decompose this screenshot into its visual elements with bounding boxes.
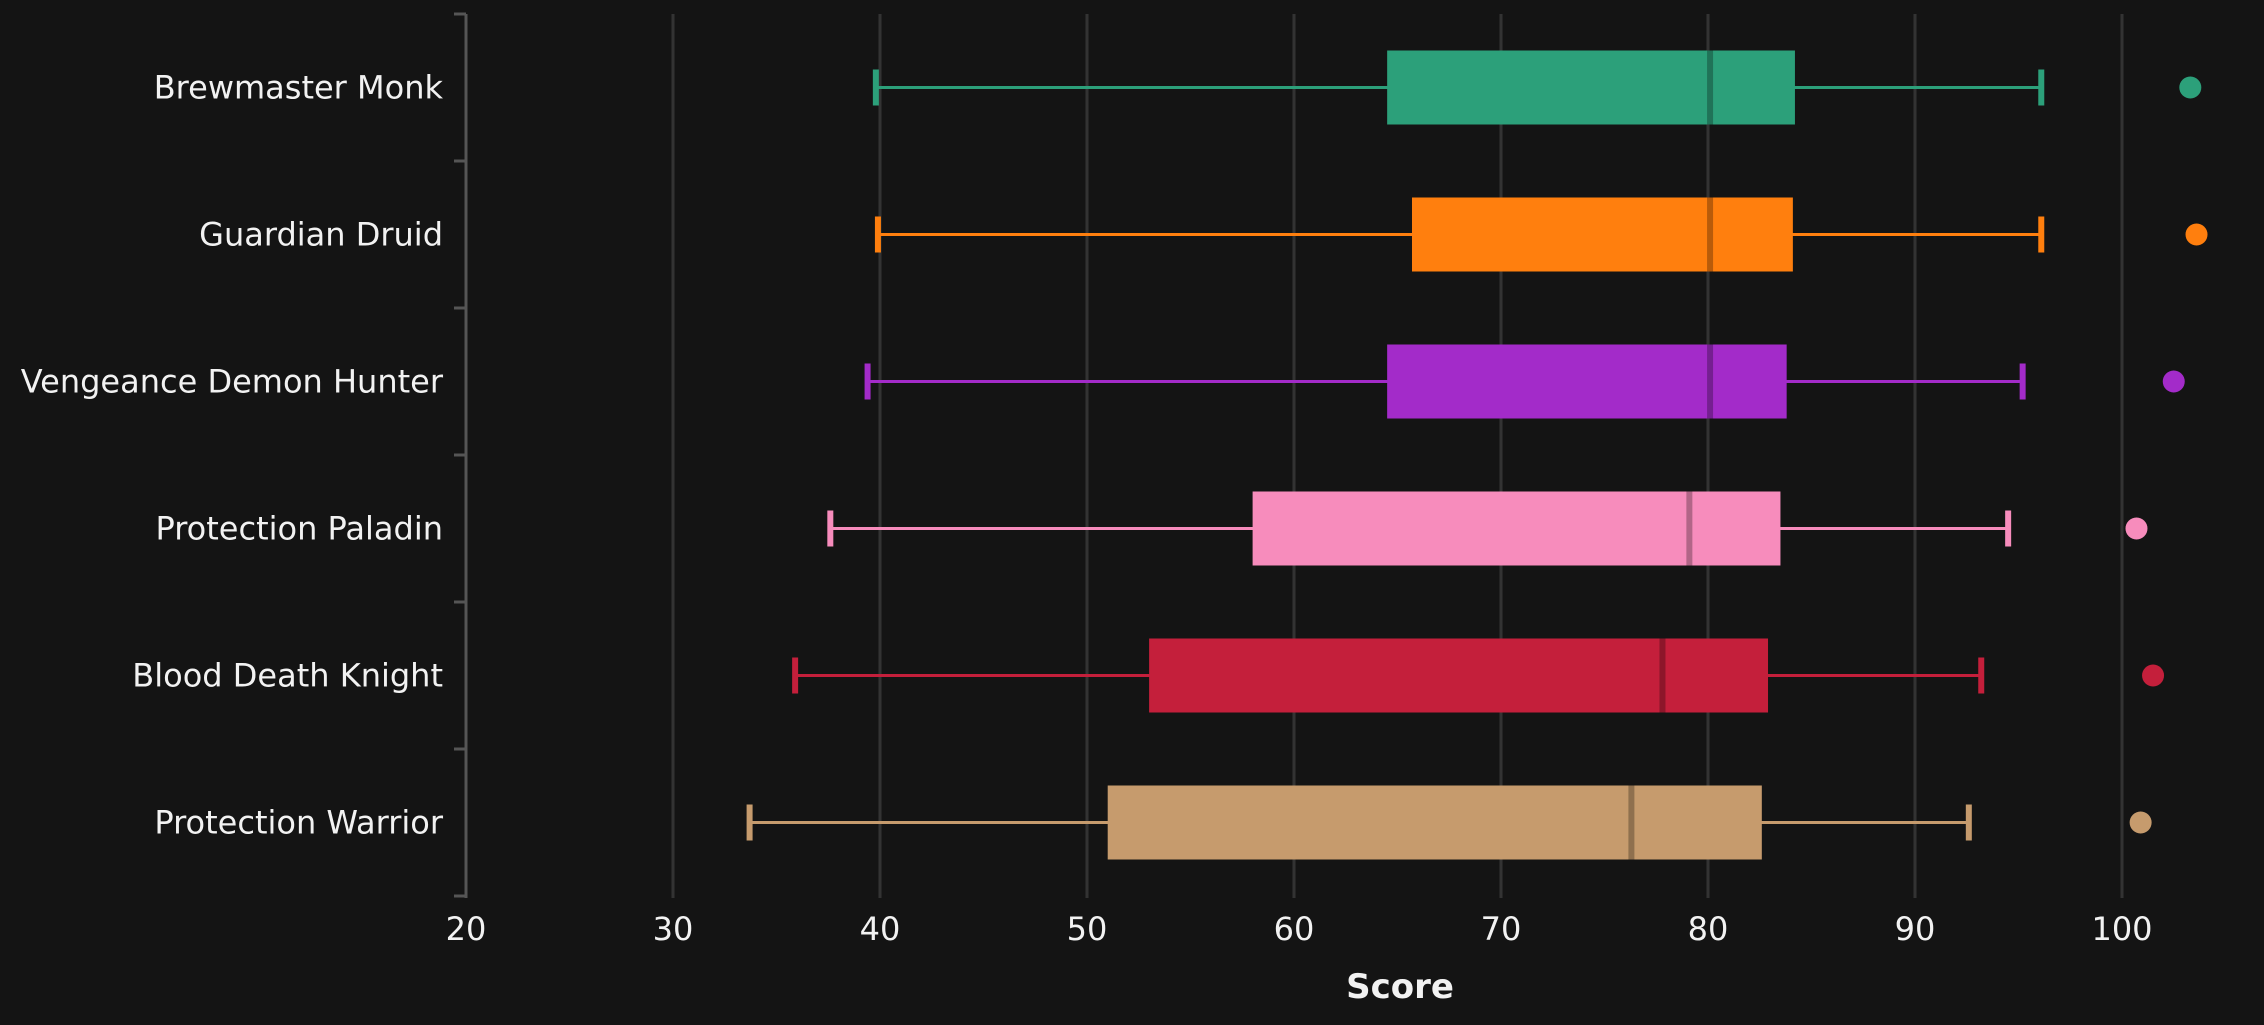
category-label: Protection Paladin bbox=[155, 510, 443, 548]
iqr-box bbox=[1411, 197, 1793, 272]
x-tick-label: 80 bbox=[1688, 910, 1729, 948]
iqr-box bbox=[1252, 491, 1781, 566]
grid-lines bbox=[671, 14, 2124, 898]
box-group bbox=[746, 785, 2152, 860]
box-group bbox=[827, 491, 2148, 566]
x-tick-label: 70 bbox=[1481, 910, 1522, 948]
x-tick-label: 60 bbox=[1274, 910, 1315, 948]
category-label: Protection Warrior bbox=[154, 804, 443, 842]
outlier-point bbox=[2125, 517, 2148, 540]
box-group bbox=[872, 50, 2202, 125]
outlier-point bbox=[2129, 811, 2152, 834]
category-label: Brewmaster Monk bbox=[154, 69, 444, 107]
category-label: Vengeance Demon Hunter bbox=[21, 363, 444, 401]
outlier-point bbox=[2185, 223, 2208, 246]
boxes bbox=[746, 50, 2208, 860]
x-tick-label: 30 bbox=[653, 910, 694, 948]
iqr-box bbox=[1387, 344, 1787, 419]
iqr-box bbox=[1149, 638, 1769, 713]
outlier-point bbox=[2179, 76, 2202, 99]
outlier-point bbox=[2162, 370, 2185, 393]
x-axis-title: Score bbox=[1346, 967, 1454, 1007]
outlier-point bbox=[2142, 664, 2165, 687]
box-group bbox=[792, 638, 2165, 713]
x-tick-label: 90 bbox=[1895, 910, 1936, 948]
category-label: Guardian Druid bbox=[199, 216, 443, 254]
box-group bbox=[864, 344, 2185, 419]
x-tick-label: 100 bbox=[2091, 910, 2152, 948]
x-tick-label: 40 bbox=[860, 910, 901, 948]
iqr-box bbox=[1107, 785, 1762, 860]
x-tick-label: 50 bbox=[1067, 910, 1108, 948]
iqr-box bbox=[1387, 50, 1795, 125]
x-tick-label: 20 bbox=[446, 910, 487, 948]
labels: 20 30 40 50 60 70 80 90 100 Brewmaster Monk Guardi… bbox=[21, 69, 2153, 949]
axes bbox=[454, 12, 468, 898]
category-label: Blood Death Knight bbox=[132, 657, 443, 695]
box-group bbox=[874, 197, 2208, 272]
